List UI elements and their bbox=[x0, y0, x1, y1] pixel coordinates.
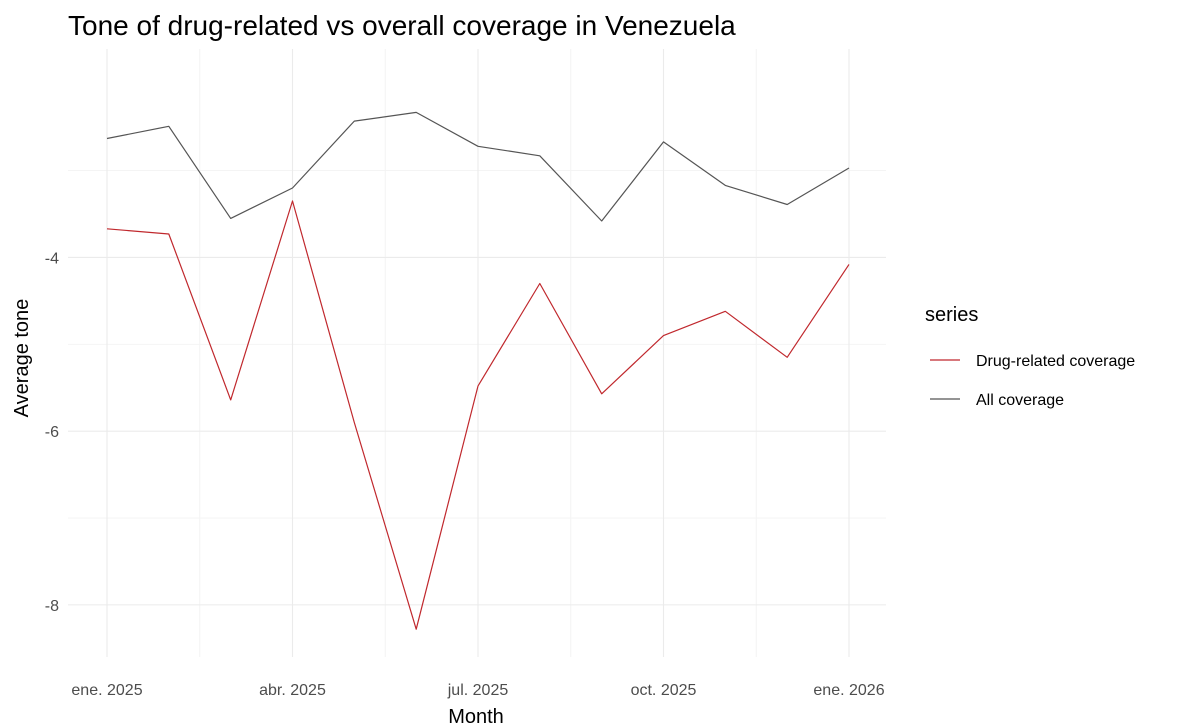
x-axis-ticks: ene. 2025 abr. 2025 jul. 2025 oct. 2025 ene.… bbox=[71, 682, 884, 699]
legend-label-1: Drug-related coverage bbox=[976, 353, 1135, 370]
legend-items: Drug-related coverage All coverage bbox=[930, 353, 1135, 409]
y-axis-title: Average tone bbox=[11, 299, 33, 418]
x-tick-label: jul. 2025 bbox=[447, 682, 509, 699]
series-line-2 bbox=[106, 111, 850, 222]
legend: series Drug-related coverage All coverage bbox=[925, 304, 1135, 409]
legend-label-2: All coverage bbox=[976, 392, 1064, 409]
y-tick-label: -8 bbox=[45, 598, 59, 615]
y-tick-label: -6 bbox=[45, 424, 59, 441]
legend-title: series bbox=[925, 304, 978, 326]
series-line-1 bbox=[106, 200, 850, 630]
series-lines bbox=[106, 111, 850, 630]
grid bbox=[68, 49, 886, 657]
x-axis-title: Month bbox=[448, 706, 504, 727]
x-tick-label: abr. 2025 bbox=[259, 682, 326, 699]
x-tick-label: ene. 2025 bbox=[71, 682, 142, 699]
y-axis-ticks: -8 -6 -4 bbox=[45, 250, 59, 614]
x-tick-label: ene. 2026 bbox=[813, 682, 884, 699]
x-tick-label: oct. 2025 bbox=[631, 682, 697, 699]
y-tick-label: -4 bbox=[45, 250, 59, 267]
chart-title: Tone of drug-related vs overall coverage… bbox=[68, 10, 736, 41]
